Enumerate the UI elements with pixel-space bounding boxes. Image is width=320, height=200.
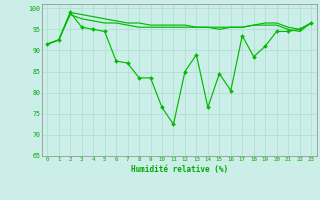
X-axis label: Humidité relative (%): Humidité relative (%) bbox=[131, 165, 228, 174]
